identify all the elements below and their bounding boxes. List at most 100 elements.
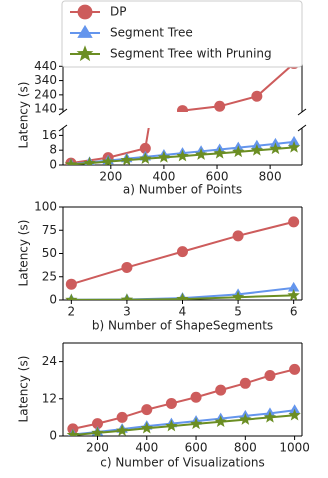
marker xyxy=(177,105,188,112)
marker xyxy=(158,122,170,134)
marker xyxy=(214,100,226,112)
marker xyxy=(121,122,133,134)
x-tick-label: 4 xyxy=(179,305,187,319)
y-tick-label: 8 xyxy=(49,143,57,157)
y-tick-label: 0 xyxy=(49,158,57,172)
marker xyxy=(83,123,95,135)
x-tick-label: 800 xyxy=(259,170,282,184)
marker xyxy=(287,140,301,153)
marker xyxy=(232,145,245,158)
marker xyxy=(91,426,104,436)
marker xyxy=(64,157,78,165)
marker xyxy=(141,404,153,416)
marker xyxy=(214,122,226,134)
marker xyxy=(269,121,281,133)
series-line xyxy=(72,409,295,436)
y-tick-label: 240 xyxy=(34,87,57,101)
y-axis-label: Latency (s) xyxy=(17,220,31,287)
marker xyxy=(269,142,282,155)
marker xyxy=(287,281,300,292)
y-tick-label: 50 xyxy=(42,246,57,260)
plot-area xyxy=(66,363,301,436)
marker xyxy=(289,363,301,375)
legend-label: Segment Tree with Pruning xyxy=(110,47,272,61)
legend-marker xyxy=(76,45,94,62)
x-tick-label: 600 xyxy=(206,170,229,184)
y-tick-label: 140 xyxy=(34,102,57,116)
x-axis-label: c) Number of Visualizations xyxy=(100,456,265,470)
y-axis-label: Latency (s) xyxy=(17,356,31,423)
plot-area xyxy=(65,62,300,135)
marker xyxy=(215,384,227,396)
marker xyxy=(65,278,77,290)
plot-area xyxy=(65,216,300,300)
marker xyxy=(65,123,76,133)
marker xyxy=(103,123,114,134)
marker xyxy=(194,148,208,160)
y-tick-label: 16 xyxy=(42,128,57,142)
y-tick-label: 24 xyxy=(42,354,57,368)
y-tick-label: 25 xyxy=(42,269,57,283)
x-tick-label: 2 xyxy=(68,305,76,319)
x-tick-label: 400 xyxy=(135,441,158,455)
y-tick-label: 340 xyxy=(34,73,57,87)
marker xyxy=(65,123,77,135)
x-tick-label: 800 xyxy=(234,441,257,455)
series-line xyxy=(72,368,295,430)
legend-marker xyxy=(77,24,93,38)
marker xyxy=(263,410,277,423)
marker xyxy=(84,123,95,133)
y-tick-label: 12 xyxy=(42,391,57,405)
marker xyxy=(177,122,188,132)
marker xyxy=(288,135,300,146)
marker xyxy=(176,122,188,134)
marker xyxy=(251,122,263,134)
plot-area xyxy=(64,128,301,165)
x-tick-label: 5 xyxy=(234,305,242,319)
marker xyxy=(115,424,129,436)
marker xyxy=(250,143,264,156)
legend-label: DP xyxy=(110,5,126,19)
legend-box xyxy=(61,0,303,68)
y-tick-label: 0 xyxy=(49,293,57,307)
marker xyxy=(239,413,252,425)
y-tick-label: 100 xyxy=(34,200,57,214)
marker xyxy=(101,155,115,165)
marker xyxy=(158,122,169,132)
series-line xyxy=(71,127,294,129)
y-tick-label: 440 xyxy=(34,59,57,73)
axis-break xyxy=(297,124,307,132)
axis-break xyxy=(58,108,68,116)
marker xyxy=(140,122,151,133)
marker xyxy=(232,230,244,242)
marker xyxy=(139,152,152,164)
x-axis-label: a) Number of Points xyxy=(123,183,242,197)
marker xyxy=(165,397,177,409)
marker xyxy=(288,121,299,131)
series-line xyxy=(71,128,294,129)
axis-break xyxy=(58,124,68,132)
marker xyxy=(157,150,171,163)
marker xyxy=(91,418,103,430)
marker xyxy=(264,370,276,382)
marker xyxy=(165,419,178,432)
marker xyxy=(121,261,133,273)
marker xyxy=(213,146,226,159)
marker xyxy=(190,391,202,403)
x-tick-label: 400 xyxy=(152,170,175,184)
y-axis-label: Latency (s) xyxy=(17,82,31,149)
marker xyxy=(120,153,133,165)
marker xyxy=(177,246,188,258)
x-tick-label: 6 xyxy=(290,305,298,319)
marker xyxy=(288,408,301,421)
marker xyxy=(65,124,76,135)
marker xyxy=(214,122,225,132)
marker xyxy=(288,216,300,228)
marker xyxy=(120,293,134,300)
legend-label: Segment Tree xyxy=(110,26,193,40)
x-axis-label: b) Number of ShapeSegments xyxy=(92,319,273,333)
marker xyxy=(83,156,96,165)
marker xyxy=(287,288,300,300)
marker xyxy=(102,122,114,134)
